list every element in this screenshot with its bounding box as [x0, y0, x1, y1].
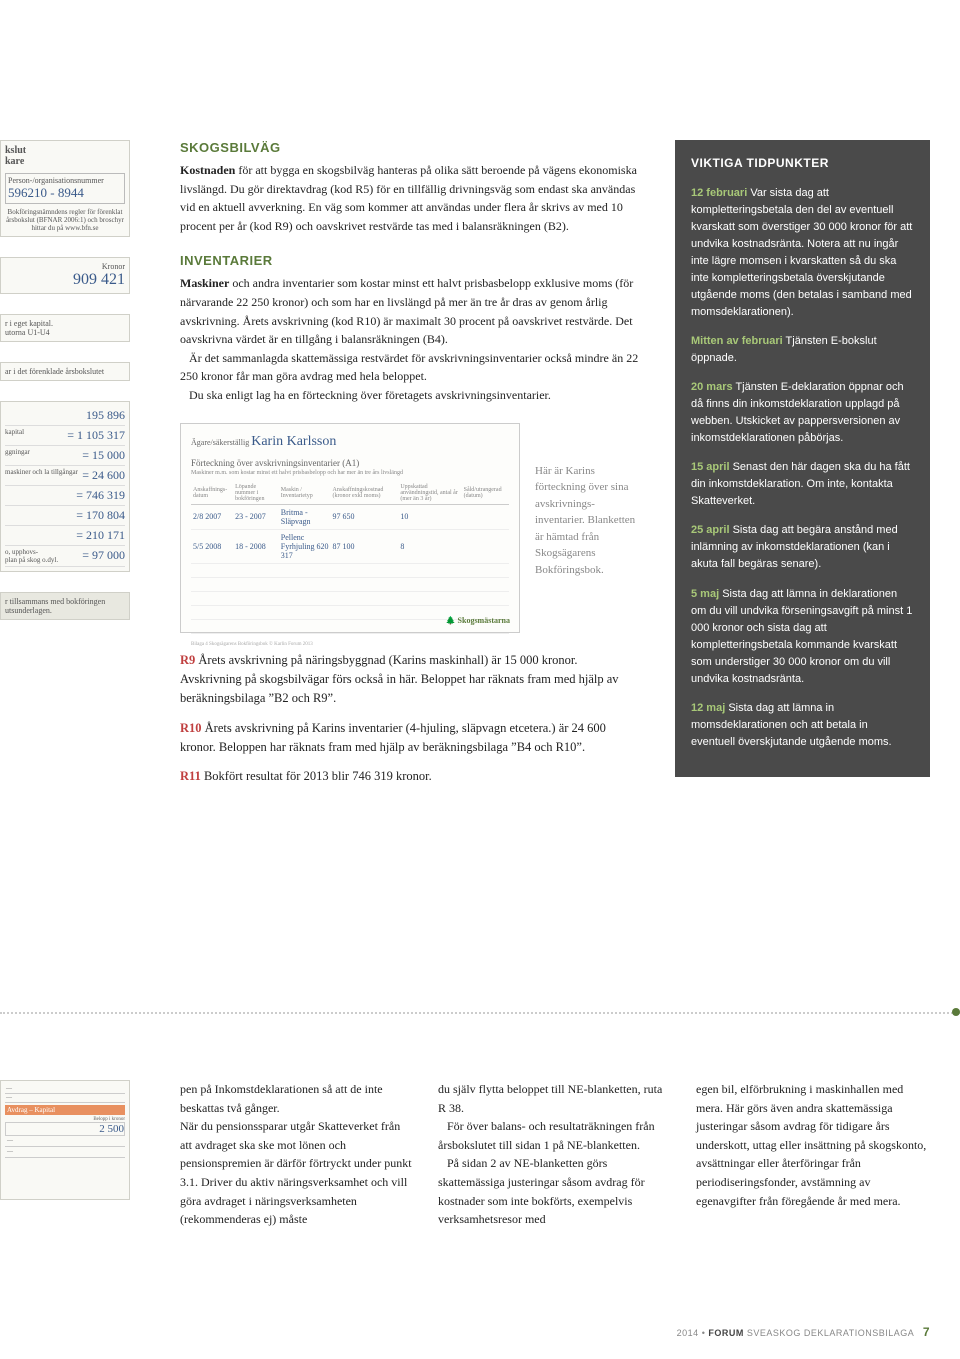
inventarier-heading: INVENTARIER: [180, 253, 640, 268]
lower-form-scrap: — — Avdrag – Kapital Belopp i kronor 2 5…: [0, 1080, 130, 1200]
sidebar-box: VIKTIGA TIDPUNKTER 12 februari Var sista…: [675, 140, 930, 777]
bottom-note: r tillsammans med bokföringen utsunderla…: [0, 592, 130, 620]
skogsbilvag-body: Kostnaden Kostnaden för att bygga en sko…: [180, 161, 640, 235]
r10-note: R10 Årets avskrivning på Karins inventar…: [180, 719, 640, 758]
lower-form-heading: Avdrag – Kapital: [5, 1105, 125, 1115]
table-footer: Bilaga 4 Skogsägarens Bokföringsbok © Ka…: [191, 642, 509, 647]
form-top-header: kslut kare: [5, 145, 125, 167]
main-column: SKOGSBILVÄG Kostnaden Kostnaden för att …: [180, 140, 640, 797]
orgnr-value: 596210 - 8944: [8, 185, 122, 201]
sidebar-item: 5 maj Sista dag att lämna in deklaration…: [691, 586, 914, 688]
inventory-table: Anskaffnings-datum Löpande nummer i bokf…: [191, 482, 509, 634]
lower-col-3: egen bil, elförbrukning i maskinhallen m…: [696, 1080, 930, 1229]
inventarier-body: Maskiner och andra inventarier som kosta…: [180, 274, 640, 404]
lower-form-value: 2 500: [99, 1123, 124, 1135]
lower-columns: pen på Inkomstdeklarationen så att de in…: [180, 1080, 930, 1229]
kapital-note: r i eget kapital. utorna U1-U4: [0, 314, 130, 342]
table-caption: Här är Karins förteckning över sina avsk…: [535, 463, 640, 579]
form-top: kslut kare Person-/organisationsnummer 5…: [0, 140, 130, 237]
signer-name: Karin Karlsson: [251, 434, 336, 449]
sidebar-item: 12 februari Var sista dag att kompletter…: [691, 185, 914, 321]
divider-dot-icon: [952, 1008, 960, 1016]
sidebar: VIKTIGA TIDPUNKTER 12 februari Var sista…: [675, 140, 930, 777]
table-row: 2/8 2007 23 - 2007 Britma - Släpvagn 97 …: [191, 504, 509, 529]
sidebar-item: 20 mars Tjänsten E-deklaration öppnar oc…: [691, 379, 914, 447]
r9-note: R9 Årets avskrivning på näringsbyggnad (…: [180, 651, 640, 709]
sidebar-item: Mitten av februari Tjänsten E-bokslut öp…: [691, 333, 914, 367]
kronor-value: 909 421: [5, 271, 125, 289]
sidebar-item: 15 april Senast den här dagen ska du ha …: [691, 459, 914, 510]
kronor-label: Kronor: [5, 262, 125, 271]
lower-col-1: pen på Inkomstdeklarationen så att de in…: [180, 1080, 414, 1229]
signer-label: Ägare/säkerställig: [191, 438, 249, 447]
orgnr-note: Bokföringsnämndens regler för förenklat …: [5, 208, 125, 232]
form-kronor: Kronor 909 421: [0, 257, 130, 294]
forenklade-label: ar i det förenklade årsbokslutet: [0, 362, 130, 381]
table-title: Förteckning över avskrivningsinventarier…: [191, 458, 509, 468]
sidebar-title: VIKTIGA TIDPUNKTER: [691, 154, 914, 173]
sidebar-item: 12 maj Sista dag att lämna in momsdeklar…: [691, 700, 914, 751]
r11-note: R11 Bokfört resultat för 2013 blir 746 3…: [180, 767, 640, 786]
page-number: 7: [923, 1325, 930, 1339]
form-rows: 195 896 kapital= 1 105 317 ggningar= 15 …: [0, 401, 130, 572]
table-subtitle: Maskiner m.m. som kostar minst ett halvt…: [191, 470, 509, 476]
dotted-divider: [0, 1012, 960, 1014]
page-footer: 2014 • FORUM SVEASKOG DEKLARATIONSBILAGA…: [677, 1325, 930, 1339]
skogsbilvag-heading: SKOGSBILVÄG: [180, 140, 640, 155]
sidebar-item: 25 april Sista dag att begära anstånd me…: [691, 522, 914, 573]
lower-col-2: du själv flytta beloppet till NE-blanket…: [438, 1080, 672, 1229]
inventory-table-figure: Ägare/säkerställig Karin Karlsson Förtec…: [180, 423, 640, 633]
table-logo: 🌲 Skogsmästarna: [446, 616, 510, 625]
left-form-scraps: kslut kare Person-/organisationsnummer 5…: [0, 140, 130, 640]
orgnr-label: Person-/organisationsnummer: [8, 176, 122, 185]
table-row: 5/5 2008 18 - 2008 Pellenc Fyrhjuling 62…: [191, 529, 509, 563]
